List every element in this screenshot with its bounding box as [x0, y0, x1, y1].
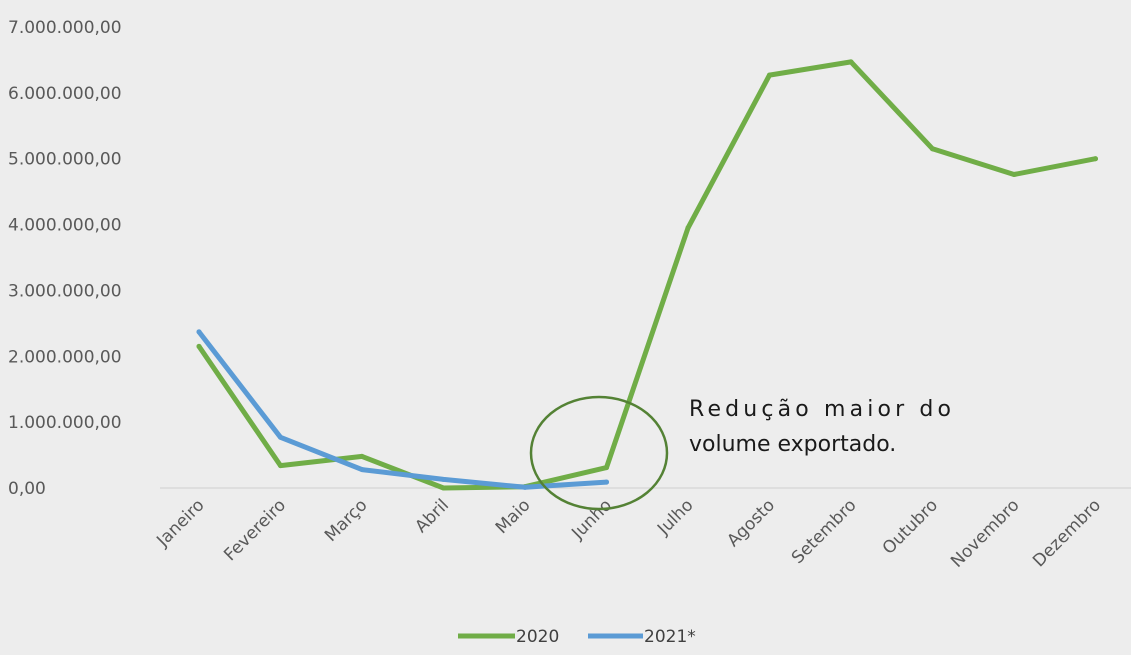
legend-label-2021: 2021* — [644, 627, 696, 647]
annotation-line-2: volume exportado. — [689, 432, 896, 457]
legend-item-2020: 2020 — [458, 627, 559, 647]
y-tick-label: 7.000.000,00 — [8, 18, 122, 38]
y-tick-label: 6.000.000,00 — [8, 84, 122, 104]
x-tick-label: Fevereiro — [220, 495, 290, 565]
data-point — [685, 225, 691, 231]
data-point — [604, 479, 609, 485]
data-point — [767, 72, 772, 78]
annotation-line-1: Redução maior do — [689, 397, 951, 422]
data-point — [359, 467, 365, 473]
x-tick-label: Maio — [492, 495, 535, 538]
data-point — [359, 453, 365, 459]
x-tick-label: Dezembro — [1029, 495, 1105, 571]
y-tick-label: 5.000.000,00 — [8, 150, 122, 170]
data-point — [441, 476, 446, 482]
data-point — [1011, 172, 1017, 178]
x-tick-label: Setembro — [788, 495, 861, 568]
data-point — [441, 485, 446, 491]
legend-label-2020: 2020 — [516, 627, 559, 647]
data-point — [604, 465, 609, 471]
y-tick-label: 3.000.000,00 — [8, 281, 122, 301]
data-point — [278, 463, 283, 469]
x-tick-label: Abril — [411, 495, 453, 537]
data-point — [1093, 156, 1098, 162]
x-tick-label: Julho — [653, 495, 697, 539]
data-point — [930, 146, 935, 152]
data-point — [196, 329, 202, 335]
series-line-2021 — [196, 329, 609, 490]
y-tick-label: 0,00 — [8, 479, 46, 499]
x-tick-label: Janeiro — [152, 495, 208, 551]
x-tick-label: Outubro — [879, 495, 942, 558]
y-tick-label: 1.000.000,00 — [8, 413, 122, 433]
annotation-circle — [529, 395, 669, 511]
series-lines — [196, 59, 1098, 491]
legend-item-2021: 2021* — [588, 627, 696, 647]
x-tick-label: Junho — [567, 495, 616, 544]
x-tick-label: Agosto — [723, 495, 779, 551]
x-tick-label: Março — [321, 495, 372, 546]
x-axis: Janeiro Fevereiro Março Abril Maio Junho Julho… — [152, 495, 1105, 571]
data-point — [848, 59, 854, 65]
data-point — [278, 434, 283, 440]
annotation: Redução maior do volume exportado. — [529, 395, 951, 511]
data-point — [522, 484, 528, 490]
y-axis: 0,00 1.000.000,00 2.000.000,00 3.000.000,00… — [8, 18, 122, 499]
y-tick-label: 2.000.000,00 — [8, 347, 122, 367]
series-line-2020 — [196, 59, 1098, 491]
legend: 2020 2021* — [458, 627, 696, 647]
x-tick-label: Novembro — [947, 495, 1023, 571]
data-point — [196, 343, 202, 349]
y-tick-label: 4.000.000,00 — [8, 216, 122, 236]
